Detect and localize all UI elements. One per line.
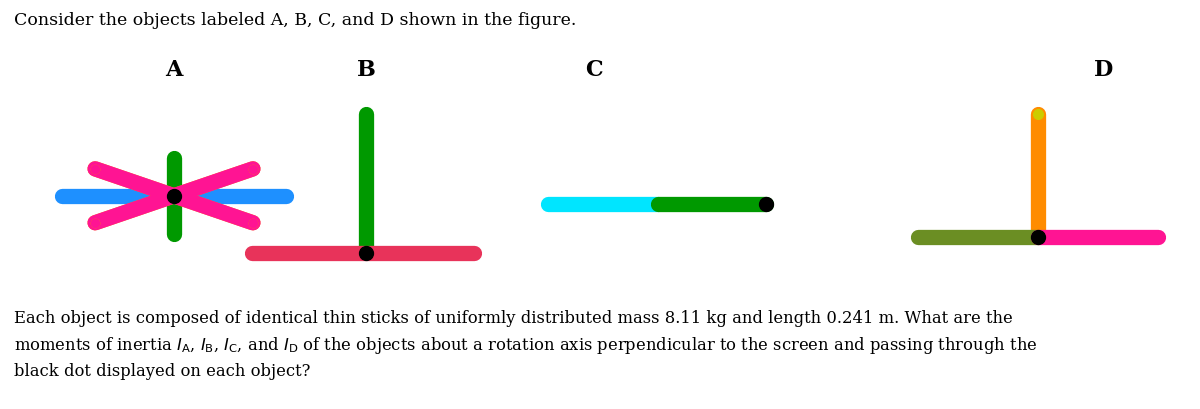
Text: A: A xyxy=(166,58,182,81)
Text: B: B xyxy=(356,58,376,81)
Text: C: C xyxy=(586,58,602,81)
Text: D: D xyxy=(1094,58,1114,81)
Text: Each object is composed of identical thin sticks of uniformly distributed mass 8: Each object is composed of identical thi… xyxy=(14,309,1038,379)
Text: Consider the objects labeled A, B, C, and D shown in the figure.: Consider the objects labeled A, B, C, an… xyxy=(14,12,577,29)
